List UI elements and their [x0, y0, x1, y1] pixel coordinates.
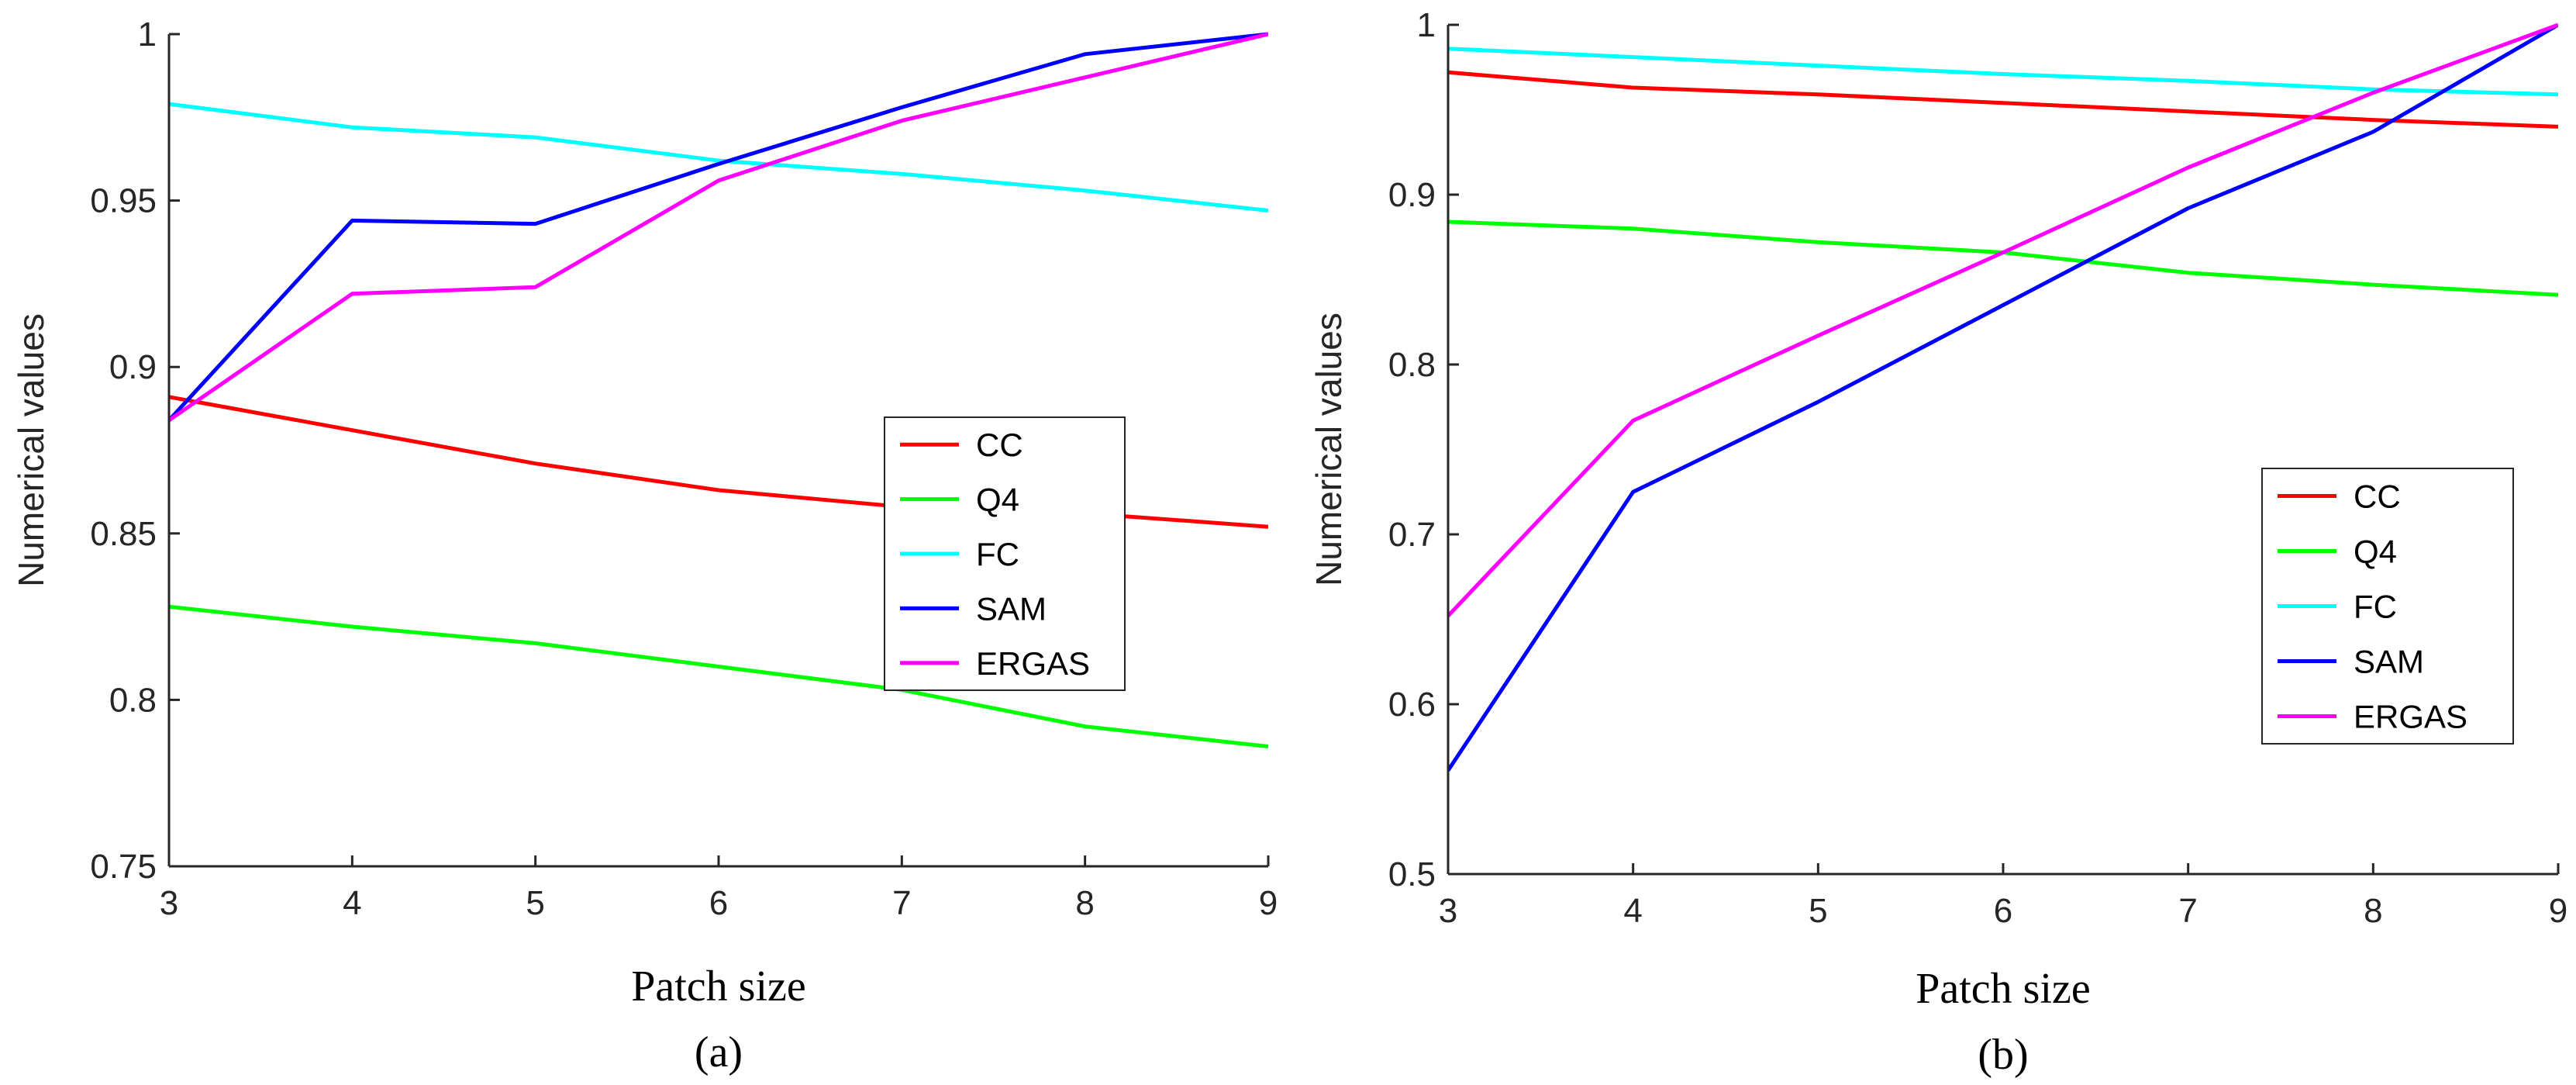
x-tick-label: 4 — [1623, 892, 1642, 930]
x-tick-label: 7 — [2178, 892, 2197, 930]
y-tick-label: 1 — [1417, 6, 1436, 44]
x-tick-label: 9 — [1259, 884, 1278, 922]
legend-label-sam: SAM — [2354, 644, 2424, 680]
x-tick-label: 5 — [526, 884, 544, 922]
y-tick-label: 0.8 — [1388, 346, 1436, 384]
series-line-fc — [169, 102, 1268, 213]
legend-label-q4: Q4 — [976, 482, 1019, 518]
x-tick-label: 7 — [892, 884, 911, 922]
chart-a: 3 4 5 6 7 8 9 0.75 0.8 0.85 0.9 0.95 1 Numerical valu… — [11, 16, 1278, 1076]
series-line-sam — [169, 32, 1268, 422]
x-tick-label: 9 — [2549, 892, 2567, 930]
legend-label-ergas: ERGAS — [2354, 699, 2467, 735]
y-tick-label: 0.6 — [1388, 686, 1436, 724]
series-line-fc — [1448, 47, 2558, 97]
series-line-cc — [1448, 70, 2558, 129]
y-axis-label: Numerical values — [1309, 313, 1349, 586]
chart-b: 3 4 5 6 7 8 9 0.5 0.6 0.7 0.8 0.9 1 Numerical values P… — [1309, 6, 2567, 1079]
y-tick-label: 0.95 — [90, 182, 157, 220]
legend-label-fc: FC — [2354, 589, 2397, 625]
series-line-q4 — [169, 604, 1268, 748]
y-tick-label: 0.9 — [1388, 176, 1436, 214]
x-tick-label: 6 — [709, 884, 728, 922]
series-line-ergas — [1448, 22, 2558, 617]
x-tick-label: 4 — [343, 884, 361, 922]
y-tick-label: 0.85 — [90, 515, 157, 553]
legend-label-ergas: ERGAS — [976, 645, 1090, 682]
x-axis-label: Patch size — [1916, 965, 2090, 1013]
x-tick-label: 5 — [1809, 892, 1827, 930]
y-tick-label: 0.9 — [109, 348, 157, 386]
series-line-q4 — [1448, 219, 2558, 297]
y-tick-label: 1 — [138, 16, 157, 54]
x-tick-label: 6 — [1994, 892, 2012, 930]
legend-label-sam: SAM — [976, 590, 1047, 627]
x-axis-label: Patch size — [631, 962, 805, 1011]
x-tick-label: 8 — [2364, 892, 2382, 930]
x-tick-label: 8 — [1075, 884, 1094, 922]
panel-caption: (b) — [1978, 1031, 2028, 1079]
legend-label-q4: Q4 — [2354, 534, 2397, 570]
series-line-ergas — [169, 32, 1268, 422]
series-group — [1448, 22, 2558, 772]
y-tick-label: 0.7 — [1388, 516, 1436, 554]
legend-label-cc: CC — [2354, 479, 2401, 515]
x-tick-label: 3 — [1439, 892, 1457, 930]
y-tick-label: 0.5 — [1388, 855, 1436, 893]
legend-label-fc: FC — [976, 536, 1019, 572]
panel-caption: (a) — [695, 1028, 743, 1076]
legend-label-cc: CC — [976, 427, 1023, 463]
y-axis-label: Numerical values — [11, 313, 51, 587]
x-tick-label: 3 — [160, 884, 178, 922]
y-tick-label: 0.8 — [109, 681, 157, 719]
y-tick-label: 0.75 — [90, 848, 157, 886]
legend: CC Q4 FC SAM ERGAS — [2261, 468, 2514, 745]
legend: CC Q4 FC SAM ERGAS — [884, 416, 1126, 691]
series-line-sam — [1448, 22, 2558, 772]
